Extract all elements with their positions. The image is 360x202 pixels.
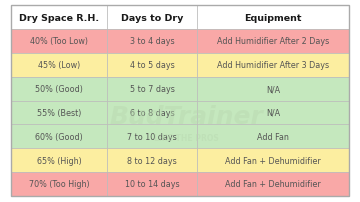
Bar <box>197 30 349 54</box>
Text: Add Humidifier After 3 Days: Add Humidifier After 3 Days <box>217 61 329 70</box>
Text: 65% (High): 65% (High) <box>37 156 81 165</box>
Text: Add Fan + Dehumidifier: Add Fan + Dehumidifier <box>225 180 321 188</box>
Text: 4 to 5 days: 4 to 5 days <box>130 61 175 70</box>
Bar <box>11 77 107 101</box>
Text: Equipment: Equipment <box>244 14 302 22</box>
Text: 40% (Too Low): 40% (Too Low) <box>30 37 88 46</box>
Text: Add Fan + Dehumidifier: Add Fan + Dehumidifier <box>225 156 321 165</box>
Text: N/A: N/A <box>266 85 280 94</box>
Text: 45% (Low): 45% (Low) <box>38 61 80 70</box>
Text: BudTrainer: BudTrainer <box>110 104 264 128</box>
Text: 3 to 4 days: 3 to 4 days <box>130 37 174 46</box>
Text: 70% (Too High): 70% (Too High) <box>29 180 89 188</box>
Text: 60% (Good): 60% (Good) <box>35 132 83 141</box>
Text: 7 to 10 days: 7 to 10 days <box>127 132 177 141</box>
Bar <box>11 101 107 125</box>
Bar <box>107 125 197 148</box>
Bar <box>197 54 349 77</box>
Text: 8 to 12 days: 8 to 12 days <box>127 156 177 165</box>
Bar <box>197 77 349 101</box>
Bar <box>107 54 197 77</box>
Bar <box>107 77 197 101</box>
Text: 10 to 14 days: 10 to 14 days <box>125 180 179 188</box>
Text: N/A: N/A <box>266 108 280 117</box>
Text: 55% (Best): 55% (Best) <box>37 108 81 117</box>
Text: Dry Space R.H.: Dry Space R.H. <box>19 14 99 22</box>
Bar <box>107 30 197 54</box>
Bar <box>107 172 197 196</box>
Bar <box>197 125 349 148</box>
Bar <box>11 54 107 77</box>
Bar <box>107 6 197 30</box>
Bar <box>197 148 349 172</box>
Bar <box>107 101 197 125</box>
Text: Add Humidifier After 2 Days: Add Humidifier After 2 Days <box>217 37 329 46</box>
Bar <box>197 6 349 30</box>
Bar <box>11 30 107 54</box>
Text: Add Fan: Add Fan <box>257 132 289 141</box>
Bar <box>11 148 107 172</box>
Bar <box>107 148 197 172</box>
Bar <box>197 172 349 196</box>
Text: LIKE THE PROS: LIKE THE PROS <box>154 133 219 142</box>
Bar <box>11 172 107 196</box>
Bar <box>197 101 349 125</box>
Bar <box>11 125 107 148</box>
Text: 6 to 8 days: 6 to 8 days <box>130 108 174 117</box>
Text: 50% (Good): 50% (Good) <box>35 85 83 94</box>
Text: Days to Dry: Days to Dry <box>121 14 183 22</box>
Bar <box>11 6 107 30</box>
Text: 5 to 7 days: 5 to 7 days <box>130 85 175 94</box>
